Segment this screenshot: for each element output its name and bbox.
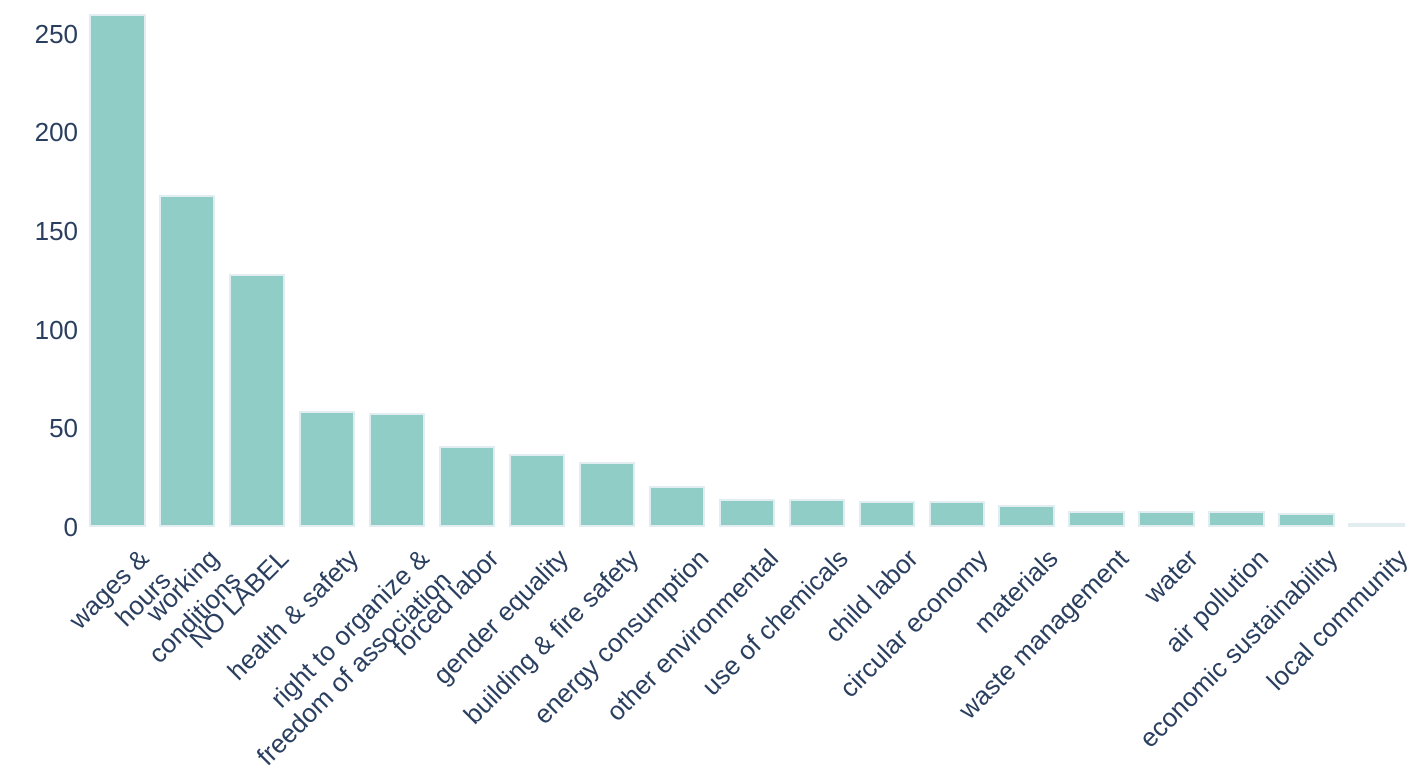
y-tick-label: 50 <box>49 413 78 444</box>
bar <box>1278 513 1335 527</box>
bar <box>648 485 706 527</box>
bar <box>788 499 846 527</box>
bar <box>998 505 1055 527</box>
bar <box>1348 523 1405 528</box>
bar <box>508 453 566 527</box>
bar <box>228 274 286 527</box>
bar <box>89 13 146 527</box>
bar <box>718 499 776 527</box>
bar <box>928 501 986 527</box>
bar <box>578 461 636 527</box>
bar <box>1208 511 1265 527</box>
y-tick-label: 150 <box>34 215 78 246</box>
bar <box>158 195 216 527</box>
bar <box>1138 511 1195 527</box>
y-tick-label: 200 <box>34 117 78 148</box>
y-tick-label: 250 <box>34 18 78 49</box>
y-tick-label: 100 <box>34 314 78 345</box>
bar <box>858 501 916 527</box>
bar <box>368 412 426 527</box>
bar <box>298 410 356 527</box>
y-tick-label: 0 <box>63 512 78 542</box>
bar <box>438 446 496 527</box>
bar <box>1068 511 1125 527</box>
